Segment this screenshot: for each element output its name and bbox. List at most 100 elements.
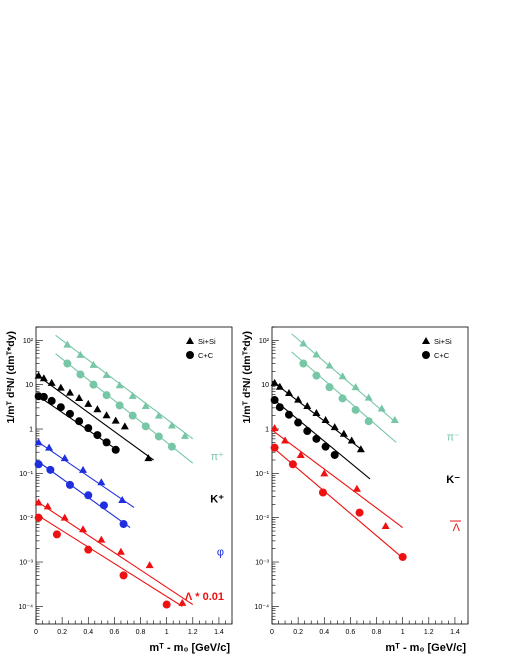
data-point-triangle — [111, 416, 120, 424]
fit-line — [35, 440, 135, 508]
data-point-triangle — [390, 415, 399, 423]
x-tick-label: 0.6 — [346, 629, 356, 636]
data-point-circle — [56, 403, 65, 412]
data-point-triangle — [47, 378, 56, 386]
particle-label: π⁺ — [211, 451, 225, 463]
y-tick-label: 10⁻¹ — [19, 471, 33, 478]
legend-triangle-marker — [186, 337, 194, 344]
data-point-triangle — [312, 350, 321, 358]
data-point-circle — [119, 571, 128, 580]
data-point-triangle — [338, 372, 347, 380]
data-point-triangle — [118, 496, 127, 504]
particle-label: π⁻ — [447, 432, 461, 444]
data-point-circle — [65, 409, 74, 418]
particle-label: Λ — [453, 522, 461, 534]
x-tick-label: 0 — [34, 629, 38, 636]
data-point-triangle — [339, 429, 348, 437]
data-point-circle — [312, 434, 321, 443]
data-point-triangle — [102, 411, 111, 419]
data-point-circle — [355, 508, 364, 517]
data-point-circle — [351, 405, 360, 414]
data-point-triangle — [120, 422, 129, 430]
data-point-circle — [167, 442, 176, 451]
data-point-triangle — [76, 350, 85, 358]
left-panel: 0 0.2 0.4 0.6 0.8 1 1.2 1.4 10⁻⁴ 10⁻³ 10⁻² 10⁻¹ 1 10 1… — [5, 326, 233, 654]
data-point-triangle — [79, 525, 88, 533]
data-point-circle — [364, 417, 373, 426]
data-point-triangle — [377, 404, 386, 412]
x-tick-label: 0.4 — [319, 629, 329, 636]
legend-circle-marker — [422, 351, 430, 359]
data-point-circle — [93, 431, 102, 440]
data-point-circle — [330, 450, 339, 459]
y-tick-label: 10 — [25, 382, 33, 389]
x-tick-label: 1 — [165, 629, 169, 636]
data-point-circle — [321, 442, 330, 451]
y-tick-label: 10⁻² — [255, 515, 269, 522]
data-point-circle — [338, 394, 347, 403]
data-point-circle — [99, 501, 108, 510]
data-point-triangle — [34, 498, 43, 506]
data-point-circle — [111, 445, 120, 454]
x-tick-label: 0.8 — [136, 629, 146, 636]
y-tick-label: 10⁻² — [19, 515, 33, 522]
fit-line — [35, 374, 154, 461]
data-point-circle — [47, 396, 56, 405]
x-tick-label: 1.2 — [188, 629, 198, 636]
data-point-circle — [398, 552, 407, 561]
data-point-triangle — [115, 381, 124, 389]
data-point-circle — [154, 432, 163, 441]
right-panel: 0 0.2 0.4 0.6 0.8 1 1.2 1.4 10⁻⁴ 10⁻³ 10⁻² 10⁻¹ 1 10 1… — [241, 326, 469, 654]
legend-entry: C+C — [198, 351, 214, 360]
data-point-triangle — [79, 465, 88, 473]
data-point-triangle — [364, 393, 373, 401]
data-point-triangle — [294, 395, 303, 403]
fit-line — [271, 429, 403, 528]
x-tick-label: 1.2 — [424, 629, 434, 636]
data-point-circle — [128, 411, 137, 420]
data-point-triangle — [320, 469, 329, 477]
y-tick-label: 1 — [265, 427, 269, 434]
data-point-triangle — [296, 450, 305, 458]
y-axis-label: 1/mᵀ d²N/ (dmᵀ*dy) — [241, 331, 253, 424]
x-tick-label: 0.6 — [110, 629, 120, 636]
data-point-circle — [275, 403, 284, 412]
plot-frame — [271, 326, 469, 625]
data-point-triangle — [145, 561, 154, 569]
legend-triangle-marker — [422, 337, 430, 344]
data-point-triangle — [281, 436, 290, 444]
data-point-triangle — [56, 383, 65, 391]
data-point-circle — [299, 359, 308, 368]
y-tick-label: 10⁻³ — [19, 560, 33, 567]
data-point-triangle — [60, 513, 69, 521]
data-point-triangle — [312, 408, 321, 416]
data-point-triangle — [60, 454, 69, 462]
data-point-triangle — [63, 340, 72, 348]
data-point-circle — [39, 392, 48, 401]
x-tick-label: 0.8 — [372, 629, 382, 636]
data-point-triangle — [330, 423, 339, 431]
data-point-triangle — [284, 388, 293, 396]
fit-line — [35, 513, 183, 607]
data-point-triangle — [180, 431, 189, 439]
data-point-circle — [84, 491, 93, 500]
data-point-circle — [270, 396, 279, 405]
data-point-triangle — [75, 394, 84, 402]
y-tick-label: 10⁻³ — [255, 560, 269, 567]
data-point-circle — [325, 383, 334, 392]
data-point-triangle — [270, 424, 279, 432]
data-point-circle — [84, 424, 93, 433]
legend-entry: C+C — [434, 351, 450, 360]
data-point-triangle — [84, 399, 93, 407]
data-point-triangle — [34, 371, 43, 379]
data-point-circle — [65, 480, 74, 489]
data-point-triangle — [102, 371, 111, 379]
y-tick-label: 10⁻⁴ — [19, 604, 34, 611]
data-point-circle — [75, 417, 84, 426]
particle-label: K⁻ — [446, 474, 460, 486]
data-point-triangle — [347, 436, 356, 444]
fit-line — [35, 500, 194, 605]
data-point-circle — [294, 418, 303, 427]
data-point-circle — [63, 359, 72, 368]
